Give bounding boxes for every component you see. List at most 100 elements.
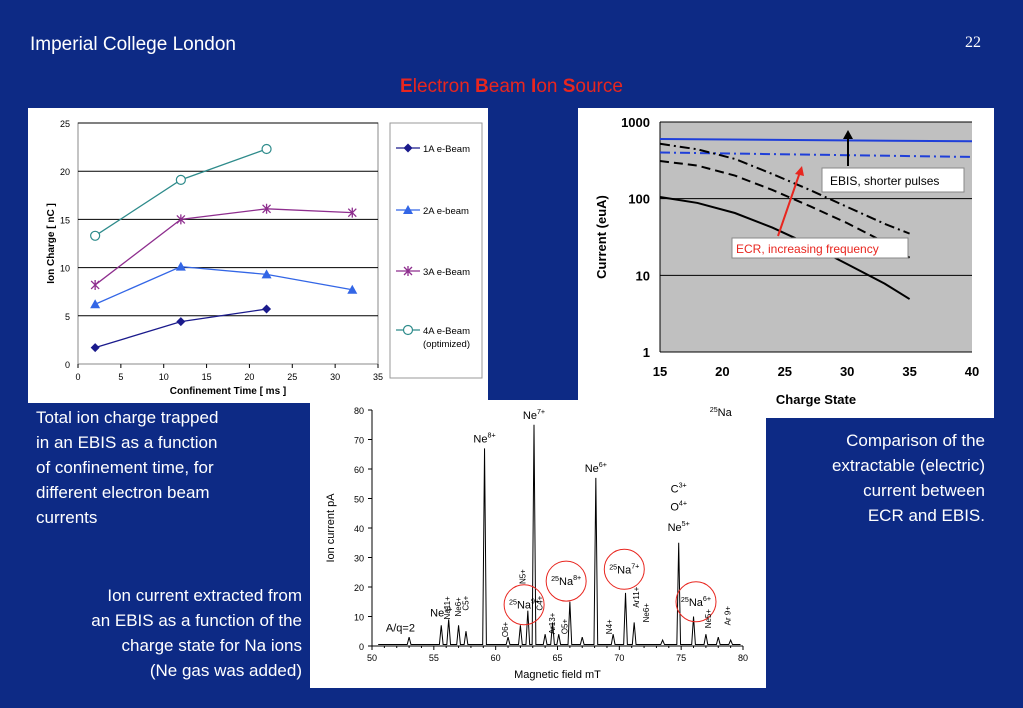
x-tick-label: 35	[373, 372, 383, 382]
data-point	[90, 299, 101, 309]
x-tick-label: 15	[202, 372, 212, 382]
caption-line: Total ion charge trapped	[36, 408, 219, 427]
legend-box	[389, 122, 483, 379]
data-point	[90, 343, 100, 353]
y-axis-label: Ion current pA	[325, 493, 337, 563]
circled-label: 25Na6+	[681, 595, 711, 609]
legend-label: (optimized)	[423, 339, 470, 350]
y-tick-label: 20	[354, 583, 364, 593]
legend-label: 4A e-Beam	[423, 326, 470, 337]
x-tick-label: 30	[330, 372, 340, 382]
peak-label: 25Na	[710, 406, 733, 419]
slide-number: 22	[965, 34, 981, 51]
data-point	[175, 174, 186, 185]
caption-line: Ion current extracted from	[107, 586, 302, 605]
vertical-peak-label: Na11+	[443, 596, 452, 620]
current-comparison-chart-panel: 1 10 100 1000 15 20 25 30 35 40 Charge State Curren…	[578, 108, 994, 418]
series-line	[659, 138, 973, 143]
caption-line: currents	[36, 508, 98, 527]
circled-label: 25Na9+	[509, 598, 539, 612]
data-point	[403, 205, 413, 214]
title-initial: E	[400, 76, 413, 97]
vertical-peak-label: C5+	[461, 595, 470, 610]
data-point	[403, 143, 413, 153]
peak-label: Ne5+	[668, 520, 690, 534]
ecr-arrowhead	[795, 166, 804, 176]
x-tick-label: 0	[75, 372, 80, 382]
title-word: eam	[488, 76, 532, 97]
ebis-annotation: EBIS, shorter pulses	[830, 174, 939, 188]
data-point	[90, 230, 101, 241]
caption-line: different electron beam	[36, 483, 210, 502]
y-tick-label: 60	[354, 465, 364, 475]
y-tick-label: 25	[60, 119, 70, 129]
legend-label: 2A e-beam	[423, 206, 469, 217]
highlight-circle	[545, 560, 587, 602]
x-tick-label: 35	[902, 364, 916, 379]
spectrum-line	[378, 424, 741, 646]
series-line	[659, 151, 973, 158]
vertical-peak-label: O6+	[501, 621, 510, 637]
x-tick-label: 60	[491, 653, 501, 663]
spectrum-chart-panel: 0 10 20 30 40 50 60 70 80 50 55 60 65 70 75 80 Magnetic …	[310, 400, 766, 688]
x-tick-label: 25	[287, 372, 297, 382]
peak-label: Ne7+	[523, 408, 545, 422]
y-tick-label: 50	[354, 495, 364, 505]
y-tick-label: 0	[359, 642, 364, 652]
x-tick-label: 25	[778, 364, 792, 379]
peak-label: O4+	[670, 499, 687, 513]
ecr-annotation-box	[731, 237, 909, 259]
circled-label: 25Na7+	[609, 562, 639, 576]
caption-line: charge state for Na ions	[121, 636, 302, 655]
title-word: ource	[575, 76, 623, 97]
x-tick-label: 70	[614, 653, 624, 663]
highlight-circle	[603, 548, 645, 590]
series-line	[659, 196, 911, 300]
x-tick-label: 40	[965, 364, 979, 379]
x-tick-label: 75	[676, 653, 686, 663]
x-tick-label: 55	[429, 653, 439, 663]
y-tick-label: 15	[60, 215, 70, 225]
caption-spectrum: Ion current extracted from an EBIS as a f…	[20, 583, 302, 683]
vertical-peak-label: Ar11+	[632, 586, 641, 607]
data-point	[347, 284, 358, 294]
data-point	[261, 143, 272, 155]
spectrum-chart: 0 10 20 30 40 50 60 70 80 50 55 60 65 70 75 80 Magnetic …	[325, 406, 748, 681]
y-tick-label: 100	[628, 192, 650, 207]
data-point	[402, 324, 414, 336]
ion-charge-chart: 0 5 10 15 20 25 0 5 10 15 20 25 30 35 Confinement Time…	[46, 119, 483, 397]
current-comparison-chart: 1 10 100 1000 15 20 25 30 35 40 Charge State Curren…	[594, 115, 979, 407]
data-point	[176, 214, 186, 225]
caption-line: ECR and EBIS.	[867, 506, 985, 525]
peak-label: A/q=2	[386, 622, 415, 634]
data-point	[90, 279, 100, 290]
vertical-peak-label: Ne6+	[642, 603, 651, 623]
vertical-peak-label: O5+	[560, 619, 569, 635]
y-tick-label: 1	[643, 345, 650, 360]
plot-area	[77, 122, 379, 365]
x-tick-label: 5	[118, 372, 123, 382]
peak-label: Ne9+	[430, 606, 452, 620]
ebis-annotation-box	[821, 167, 965, 193]
peak-label: Ne8+	[473, 431, 495, 445]
x-tick-label: 30	[840, 364, 854, 379]
x-tick-label: 10	[159, 372, 169, 382]
data-point	[347, 207, 357, 218]
x-tick-label: 15	[653, 364, 667, 379]
title-word: on	[536, 76, 563, 97]
data-point	[262, 203, 272, 214]
ion-charge-chart-panel: 0 5 10 15 20 25 0 5 10 15 20 25 30 35 Confinement Time…	[28, 108, 488, 403]
data-point	[261, 269, 272, 279]
series-line	[659, 160, 911, 259]
x-axis-label: Charge State	[776, 392, 856, 407]
series-line	[94, 265, 353, 305]
title-initial: B	[475, 76, 489, 97]
vertical-peak-label: Ar 9+	[724, 606, 733, 626]
y-tick-label: 10	[354, 613, 364, 623]
x-axis-label: Magnetic field mT	[514, 669, 601, 681]
highlight-circle	[503, 584, 545, 626]
ecr-arrow	[777, 171, 801, 237]
y-tick-label: 10	[636, 268, 650, 283]
legend-label: 1A e-Beam	[423, 144, 470, 155]
vertical-peak-label: Ne6+	[454, 597, 463, 617]
